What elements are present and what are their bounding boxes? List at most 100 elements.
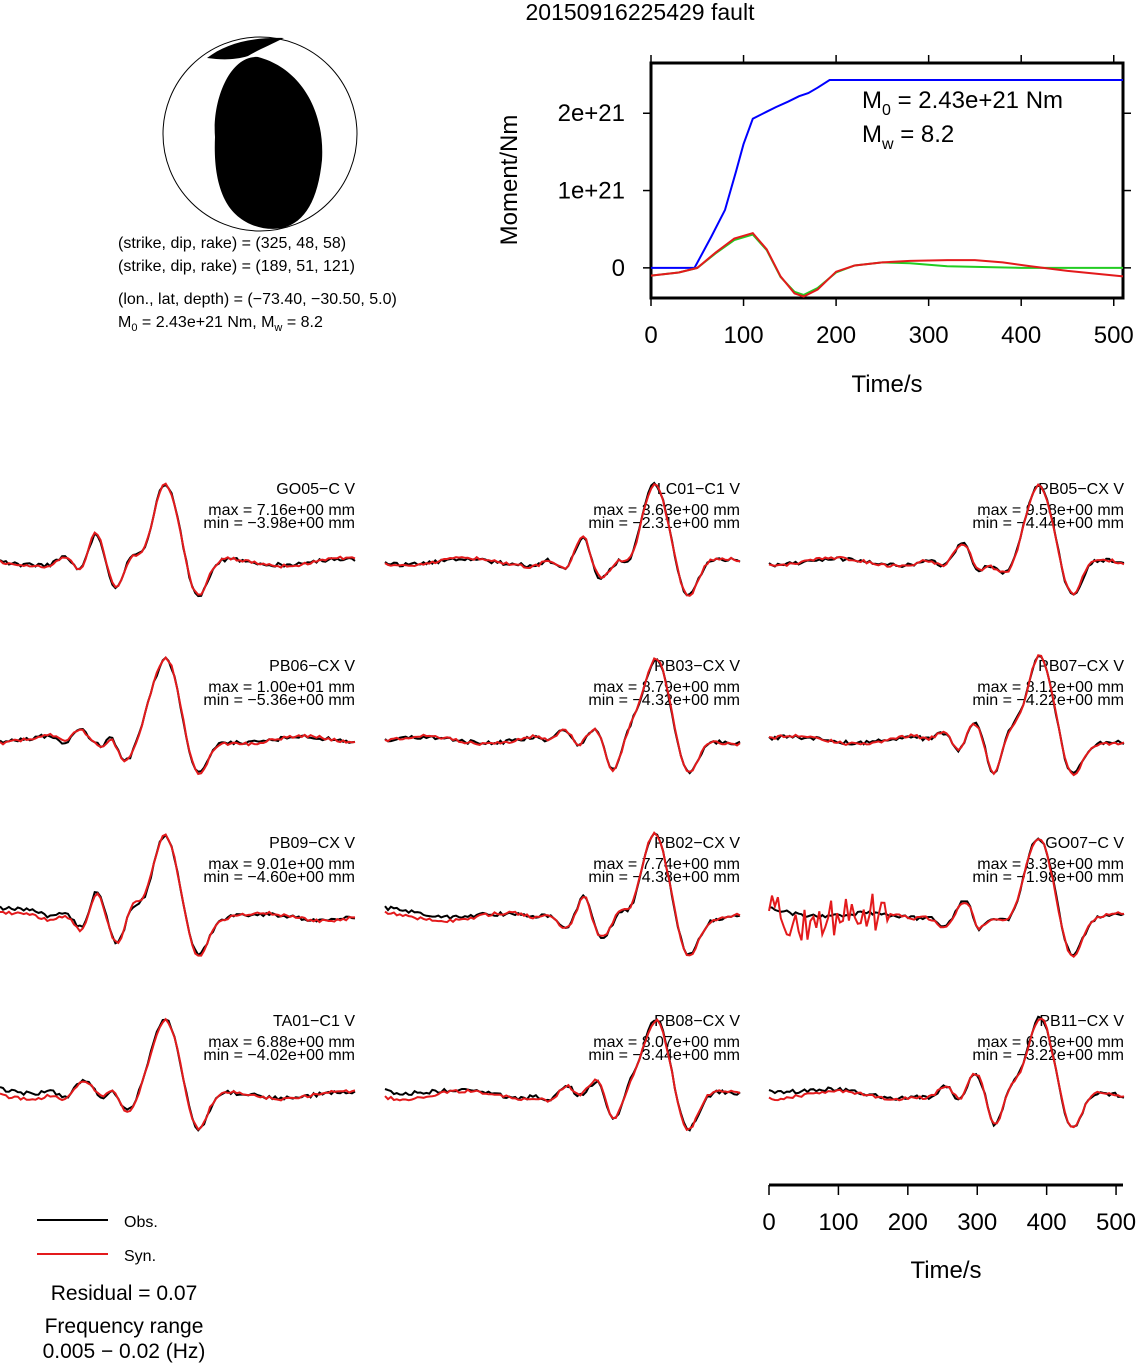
mechanism-info: (strike, dip, rake) = (325, 48, 58) (str…	[118, 235, 397, 334]
synthetic-trace	[0, 833, 355, 957]
station-min: min = −3.44e+00 mm	[588, 1047, 740, 1064]
station-name: PB06−CX V	[269, 658, 355, 675]
station-max: max = 7.16e+00 mm	[208, 502, 355, 519]
waveform-time-axis: Time/s 0 100 200 300 400 500	[762, 1183, 1136, 1284]
station-min: min = −1.98e+00 mm	[972, 869, 1124, 886]
synthetic-trace	[768, 837, 1125, 959]
moment-x-axis-label: Time/s	[851, 371, 922, 398]
beachball-compression-cap	[207, 37, 284, 60]
moment-mw-annotation: Mw = 8.2	[862, 121, 954, 153]
moment-y-tick-label: 0	[612, 255, 625, 282]
moment-series-line-0	[651, 79, 1123, 269]
moment-function-chart: 0 100 200 300 400 500 0 1e+21 2e+21 Time/s Mome…	[496, 55, 1134, 398]
hypocenter-location: (lon., lat, depth) = (−73.40, −30.50, 5.…	[118, 291, 397, 308]
moment-x-tick-label: 200	[816, 322, 856, 349]
station-min: min = −4.44e+00 mm	[972, 515, 1124, 532]
waveform-x-tick-label: 300	[957, 1209, 997, 1236]
station-name: GO05−C V	[276, 481, 355, 498]
station-max: max = 9.01e+00 mm	[208, 856, 355, 873]
moment-y-axis: 0 1e+21 2e+21	[558, 100, 1131, 282]
station-min: min = −4.60e+00 mm	[203, 869, 355, 886]
moment-x-tick-label: 500	[1094, 322, 1134, 349]
synthetic-trace	[0, 656, 356, 776]
legend: Obs. Syn.	[37, 1214, 158, 1265]
station-max: max = 3.63e+00 mm	[593, 502, 740, 519]
waveform-x-tick-label: 200	[888, 1209, 928, 1236]
moment-plot-frame	[649, 61, 1125, 300]
moment-series-group	[650, 79, 1124, 298]
station-name: PB05−CX V	[1038, 481, 1124, 498]
waveform-x-tick-label: 0	[762, 1209, 775, 1236]
observed-trace	[384, 658, 741, 775]
station-name: PB08−CX V	[654, 1013, 740, 1030]
station-min: min = −3.22e+00 mm	[972, 1047, 1124, 1064]
waveform-x-tick-label: 100	[818, 1209, 858, 1236]
moment-x-tick-label: 0	[644, 322, 657, 349]
moment-x-tick-label: 300	[909, 322, 949, 349]
station-min: min = −4.02e+00 mm	[203, 1047, 355, 1064]
waveform-x-tick-label: 400	[1027, 1209, 1067, 1236]
synthetic-trace	[768, 654, 1125, 777]
station-min: min = −5.36e+00 mm	[203, 692, 355, 709]
legend-syn-label: Syn.	[124, 1248, 156, 1265]
synthetic-trace	[768, 1017, 1125, 1129]
station-min: min = −3.98e+00 mm	[203, 515, 355, 532]
station-name: PB11−CX V	[1039, 1013, 1124, 1030]
synthetic-trace	[384, 1018, 741, 1132]
synthetic-trace	[0, 1017, 356, 1131]
station-min: min = −4.38e+00 mm	[588, 869, 740, 886]
frequency-range-label: Frequency range	[45, 1315, 204, 1338]
station-name: PB07−CX V	[1038, 658, 1124, 675]
moment-magnitude-line: M0 = 2.43e+21 Nm, Mw = 8.2	[118, 314, 323, 334]
legend-obs-label: Obs.	[124, 1214, 158, 1231]
station-name: PB02−CX V	[654, 835, 740, 852]
moment-y-axis-label: Moment/Nm	[496, 115, 523, 246]
nodal-plane-1: (strike, dip, rake) = (325, 48, 58)	[118, 235, 346, 252]
waveform-x-tick-label: 500	[1096, 1209, 1136, 1236]
station-min: min = −4.22e+00 mm	[972, 692, 1124, 709]
station-min: min = −2.31e+00 mm	[588, 515, 740, 532]
moment-m0-annotation: M0 = 2.43e+21 Nm	[862, 87, 1063, 119]
station-name: LC01−C1 V	[657, 481, 740, 498]
station-min: min = −4.32e+00 mm	[588, 692, 740, 709]
synthetic-trace	[0, 482, 356, 596]
moment-y-tick-label: 1e+21	[558, 178, 625, 205]
residual-value: Residual = 0.07	[51, 1282, 198, 1305]
nodal-plane-2: (strike, dip, rake) = (189, 51, 121)	[118, 258, 355, 275]
observed-trace	[384, 481, 741, 597]
observed-trace	[0, 833, 356, 957]
station-max: max = 1.00e+01 mm	[208, 679, 355, 696]
beachball-compression-quadrant	[214, 56, 323, 229]
moment-x-tick-label: 100	[724, 322, 764, 349]
station-name: GO07−C V	[1045, 835, 1124, 852]
moment-x-axis: 0 100 200 300 400 500	[644, 55, 1134, 349]
synthetic-trace	[384, 831, 741, 957]
figure-title: 20150916225429 fault	[526, 0, 756, 25]
frequency-range-value: 0.005 − 0.02 (Hz)	[43, 1340, 206, 1363]
synthetic-trace	[384, 657, 741, 773]
beachball	[162, 36, 358, 232]
station-name: PB09−CX V	[269, 835, 355, 852]
moment-y-tick-label: 2e+21	[558, 100, 625, 127]
synthetic-trace	[768, 483, 1125, 596]
moment-series-line-1	[650, 233, 1123, 296]
moment-series-line-2	[650, 231, 1124, 298]
station-max: max = 6.88e+00 mm	[208, 1034, 355, 1051]
station-name: PB03−CX V	[654, 658, 740, 675]
synthetic-trace	[384, 482, 741, 597]
moment-x-tick-label: 400	[1001, 322, 1041, 349]
